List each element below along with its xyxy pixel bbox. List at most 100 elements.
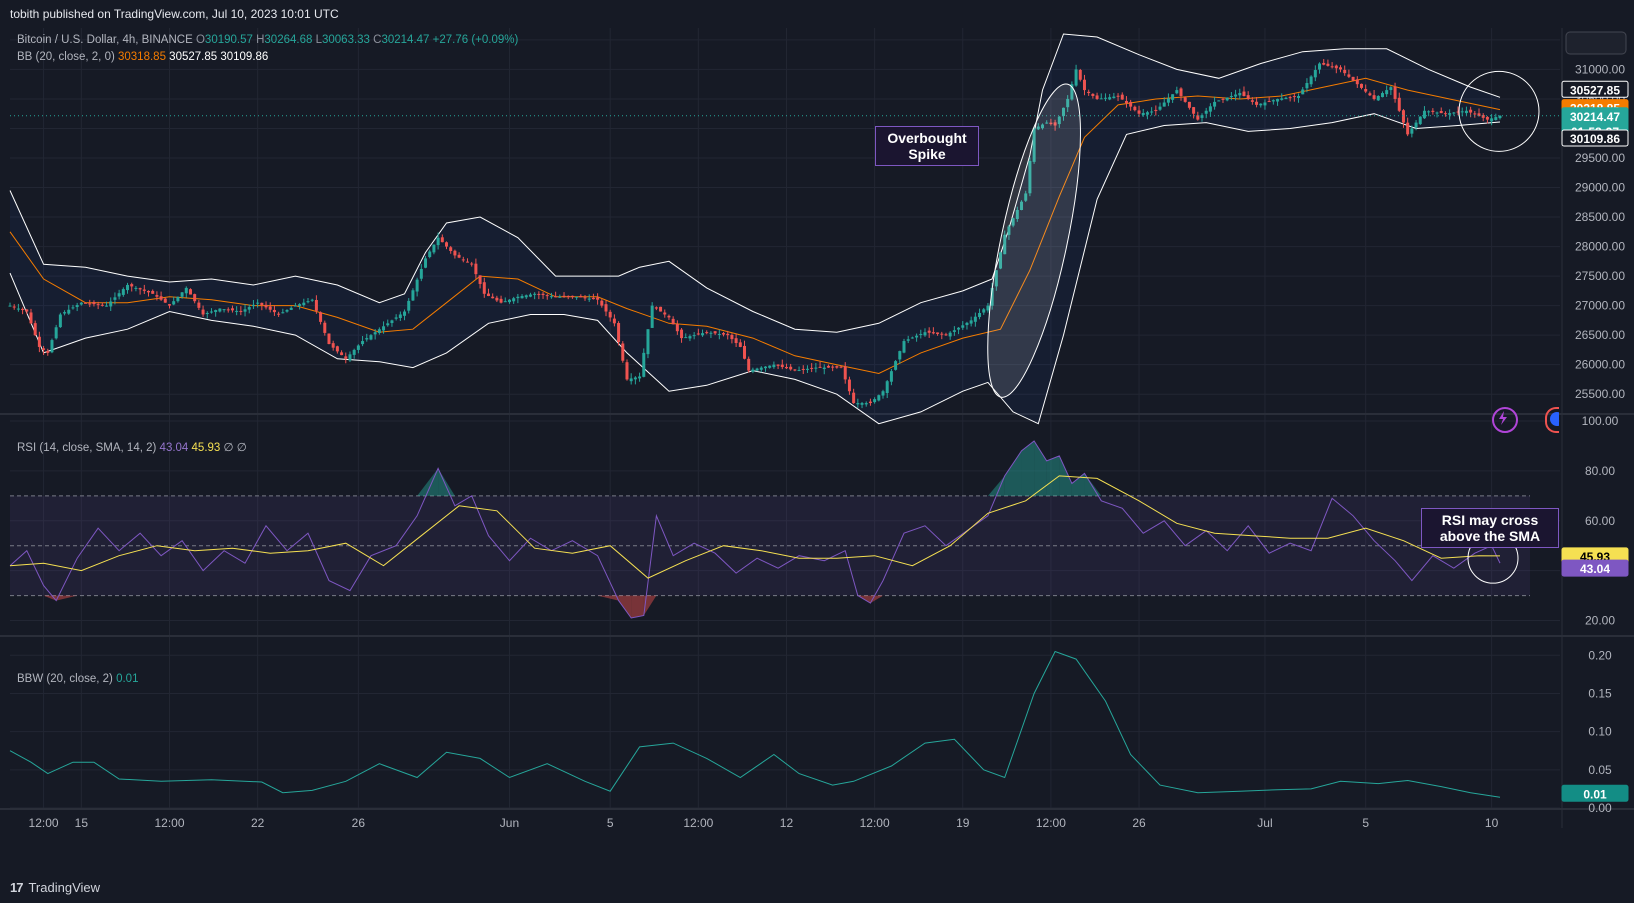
candle-body	[1120, 94, 1124, 100]
candle-body	[826, 365, 830, 368]
candle-body	[990, 287, 994, 306]
candle-body	[1015, 209, 1019, 219]
candle-body	[831, 366, 835, 368]
candle-body	[818, 366, 822, 368]
main-legend: Bitcoin / U.S. Dollar, 4h, BINANCE O3019…	[17, 34, 518, 46]
candle-body	[92, 302, 96, 305]
candle-body	[763, 366, 767, 369]
candle-body	[768, 365, 772, 368]
candle-body	[1129, 101, 1133, 107]
candle-body	[617, 323, 621, 343]
candle-body	[1162, 102, 1166, 107]
rsi-cross-line-1: RSI may cross	[1441, 512, 1539, 528]
candle-body	[784, 367, 788, 369]
rsi-pane[interactable]	[9, 440, 1530, 619]
candle-body	[713, 331, 717, 334]
candle-body	[306, 301, 310, 303]
candle-body	[1053, 122, 1057, 126]
price-pane[interactable]	[8, 33, 1561, 425]
candle-body	[751, 369, 755, 372]
candle-body	[436, 237, 440, 246]
candle-body	[1490, 118, 1494, 122]
candle-body	[1108, 97, 1112, 100]
candle-body	[75, 305, 79, 308]
candle-body	[1372, 95, 1376, 99]
scale-control	[1565, 31, 1627, 55]
candle-body	[1133, 106, 1137, 111]
candle-body	[755, 368, 759, 371]
candle-body	[25, 309, 29, 312]
candle-body	[873, 399, 877, 403]
brand-name: TradingView	[28, 880, 101, 895]
tradingview-logo[interactable]: 17 TradingView	[10, 880, 100, 895]
flag-inner	[1550, 412, 1559, 426]
close-value: 30214.47	[381, 34, 430, 46]
candle-body	[1003, 234, 1007, 255]
bbw-tag-bg	[1561, 784, 1629, 802]
candle-body	[1158, 106, 1162, 110]
candle-body	[398, 314, 402, 319]
candle-body	[209, 311, 213, 313]
rsi-cross-annotation[interactable]: RSI may cross above the SMA	[1421, 508, 1559, 548]
bb-upper-value: 30527.85	[169, 51, 218, 63]
candle-body	[738, 342, 742, 347]
candle-body	[428, 251, 432, 258]
candle-body	[994, 270, 998, 287]
candle-body	[667, 315, 671, 318]
candle-body	[1460, 111, 1464, 113]
candle-body	[659, 306, 663, 312]
candle-body	[1318, 63, 1322, 70]
candle-body	[843, 366, 847, 380]
overbought-annotation[interactable]: Overbought Spike	[875, 126, 979, 166]
candle-body	[520, 296, 524, 299]
rsi-tick-label: 100.00	[1582, 414, 1619, 428]
chart-area[interactable]: 12:00 15 12:00 22 26 Jun 5 12:00 12 12:00 19 12:00 2…	[0, 28, 1634, 874]
candle-body	[965, 322, 969, 326]
candle-body	[1280, 98, 1284, 100]
candle-body	[461, 259, 465, 261]
candle-body	[352, 349, 356, 355]
candle-body	[507, 299, 511, 303]
candle-body	[1267, 101, 1271, 103]
candle-body	[8, 305, 12, 307]
x-tick-label: 12:00	[683, 816, 713, 830]
flag-icon[interactable]	[1545, 407, 1559, 433]
candle-body	[1137, 110, 1141, 114]
candle-body	[457, 254, 461, 258]
candle-body	[151, 290, 155, 294]
candle-body	[1410, 128, 1414, 134]
lower-band-tag-bg	[1561, 129, 1629, 147]
candle-body	[251, 304, 255, 307]
candle-body	[1443, 113, 1447, 115]
candle-body	[1213, 101, 1217, 107]
rsi-value: 43.04	[159, 442, 189, 454]
candle-body	[344, 356, 348, 359]
candle-body	[16, 308, 20, 310]
low-label: L	[315, 34, 322, 46]
candle-body	[499, 298, 503, 303]
bbw-pane[interactable]	[9, 650, 1501, 798]
candle-body	[1431, 110, 1435, 112]
candle-body	[155, 295, 159, 297]
candle-body	[558, 296, 562, 298]
publish-header: tobith published on TradingView.com, Jul…	[0, 0, 1634, 28]
rsi-overbought-fill	[417, 468, 439, 496]
candle-body	[910, 337, 914, 339]
bb-legend: BB (20, close, 2, 0) 30318.85 30527.85 3…	[17, 51, 268, 63]
candle-body	[419, 269, 423, 279]
candle-body	[109, 301, 113, 307]
candle-body	[1242, 91, 1246, 96]
publish-info: tobith published on TradingView.com, Jul…	[10, 7, 339, 21]
lightning-icon[interactable]	[1492, 407, 1518, 433]
candle-body	[1217, 100, 1221, 102]
candle-body	[545, 295, 549, 297]
candle-body	[629, 378, 633, 382]
candle-body	[978, 313, 982, 318]
rsi-overbought-fill	[1034, 440, 1047, 496]
candle-body	[50, 340, 54, 353]
candle-body	[277, 313, 281, 315]
bb-basis-value: 30318.85	[118, 51, 166, 63]
candle-body	[1066, 98, 1070, 108]
pane-separators	[0, 28, 1634, 828]
candle-body	[1091, 93, 1095, 96]
